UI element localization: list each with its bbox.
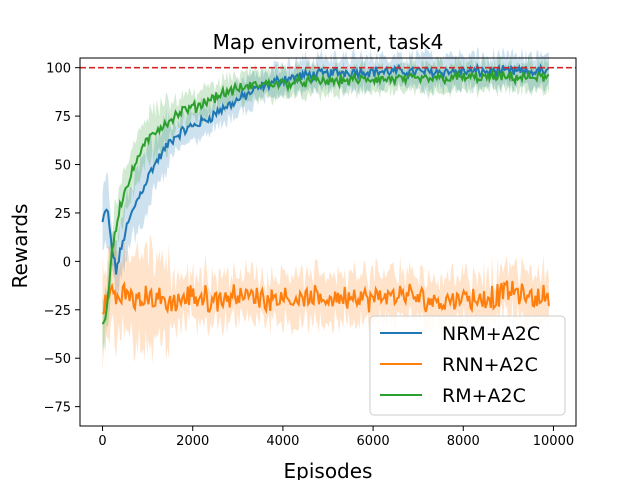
plot-frame bbox=[79, 57, 577, 427]
chart-title: Map enviroment, task4 bbox=[213, 30, 444, 54]
x-tick-label: 10000 bbox=[533, 434, 574, 449]
x-axis: 0 2000 4000 6000 8000 10000 bbox=[98, 426, 574, 449]
y-tick-label: 0 bbox=[63, 255, 71, 270]
series-line-nrm-a2c bbox=[101, 62, 550, 275]
x-tick-label: 2000 bbox=[176, 434, 209, 449]
y-tick-label: 75 bbox=[54, 110, 71, 125]
y-tick-label: −75 bbox=[44, 401, 71, 416]
series-line-rm-a2c bbox=[101, 68, 550, 325]
x-tick-label: 6000 bbox=[357, 434, 390, 449]
x-axis-label: Episodes bbox=[284, 459, 373, 480]
y-tick-label: 25 bbox=[54, 207, 71, 222]
series-lines bbox=[101, 62, 550, 325]
legend-label-rnn-a2c: RNN+A2C bbox=[442, 354, 538, 376]
y-tick-label: 100 bbox=[46, 62, 71, 77]
y-tick-label: −25 bbox=[44, 304, 71, 319]
x-tick-label: 4000 bbox=[266, 434, 299, 449]
y-tick-label: 50 bbox=[54, 159, 71, 174]
legend-box bbox=[369, 315, 566, 416]
y-tick-label: −50 bbox=[44, 352, 71, 367]
legend: NRM+A2C RNN+A2C RM+A2C bbox=[369, 315, 566, 416]
x-tick-label: 0 bbox=[98, 434, 106, 449]
y-axis-label: Rewards bbox=[8, 204, 32, 289]
legend-label-nrm-a2c: NRM+A2C bbox=[442, 323, 540, 345]
band-rnn-a2c bbox=[102, 229, 549, 371]
series-line-rnn-a2c bbox=[101, 280, 550, 315]
legend-label-rm-a2c: RM+A2C bbox=[442, 385, 526, 407]
x-tick-label: 8000 bbox=[447, 434, 480, 449]
band-rm-a2c bbox=[102, 53, 549, 352]
y-axis: −75 −50 −25 0 25 50 75 100 bbox=[44, 62, 80, 416]
